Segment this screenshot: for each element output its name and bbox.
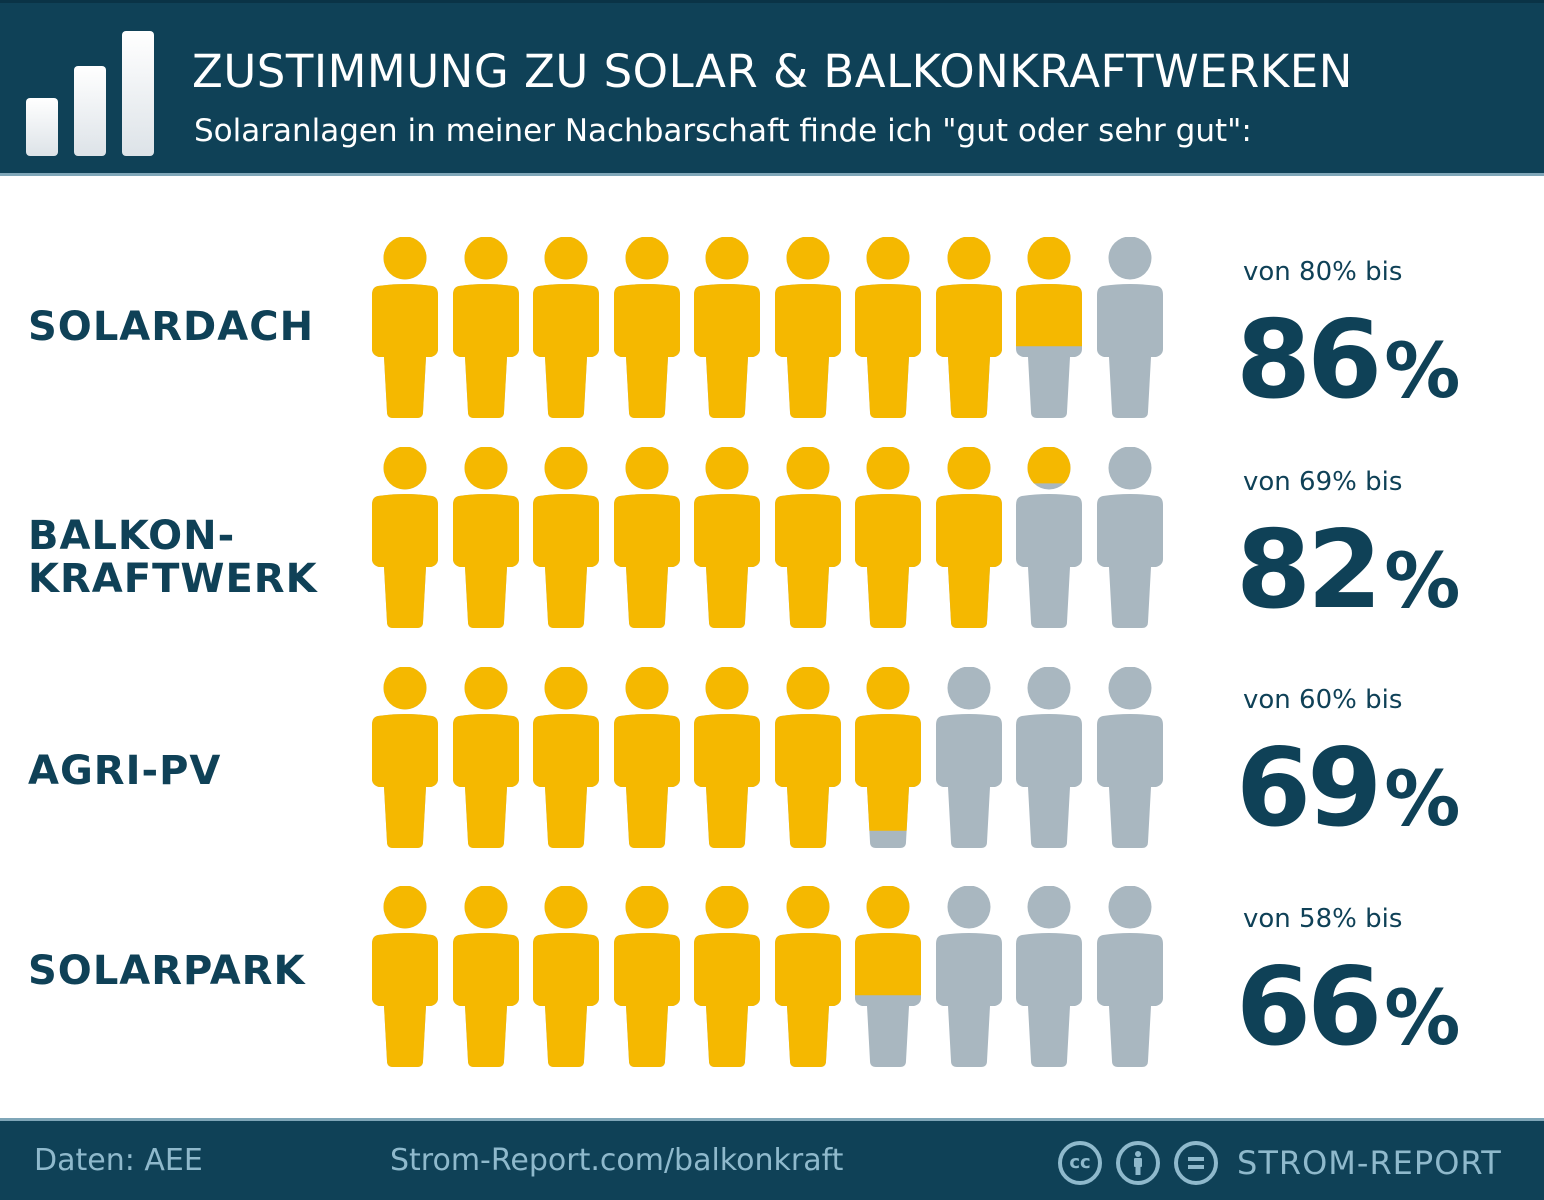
person-icon xyxy=(612,886,682,1068)
person-icon xyxy=(612,447,682,629)
percentage-number: 86 xyxy=(1236,298,1382,423)
nd-icon xyxy=(1174,1141,1218,1185)
percentage-number: 69 xyxy=(1236,726,1382,851)
percentage-number: 66 xyxy=(1236,945,1382,1070)
person-icon xyxy=(370,886,440,1068)
chart-row: SOLARPARK von 58% bis 66% xyxy=(0,886,1544,1086)
person-icon xyxy=(1014,886,1084,1068)
person-icon xyxy=(934,886,1004,1068)
person-icon xyxy=(451,237,521,419)
person-icon xyxy=(1014,667,1084,849)
person-icon xyxy=(1014,237,1084,419)
person-icon xyxy=(531,886,601,1068)
person-icon xyxy=(370,447,440,629)
percentage-value: 82% xyxy=(1236,517,1460,625)
percent-sign: % xyxy=(1384,536,1461,625)
bar-chart-icon xyxy=(26,31,162,156)
person-icon xyxy=(853,667,923,849)
percentage-value: 86% xyxy=(1236,307,1460,415)
percent-sign: % xyxy=(1384,326,1461,415)
header: ZUSTIMMUNG ZU SOLAR & BALKONKRAFTWERKEN … xyxy=(0,0,1544,176)
category-label: AGRI-PV xyxy=(28,748,222,794)
percentage-value: 66% xyxy=(1236,954,1460,1062)
source-url-link[interactable]: Strom-Report.com/balkonkraft xyxy=(390,1143,844,1178)
range-text: von 60% bis xyxy=(1243,685,1403,715)
person-icons xyxy=(370,667,1170,867)
person-icon xyxy=(692,667,762,849)
range-text: von 58% bis xyxy=(1243,904,1403,934)
person-icon xyxy=(773,237,843,419)
category-label: SOLARDACH xyxy=(28,304,315,350)
footer: Daten: AEE Strom-Report.com/balkonkraft … xyxy=(0,1118,1544,1200)
person-icon xyxy=(773,667,843,849)
range-text: von 80% bis xyxy=(1243,257,1403,287)
person-icon xyxy=(531,447,601,629)
person-icon xyxy=(1095,447,1165,629)
person-icon xyxy=(853,447,923,629)
cc-icon: cc xyxy=(1058,1141,1102,1185)
chart-row: SOLARDACH von 80% bis 86% xyxy=(0,237,1544,437)
person-icon xyxy=(612,667,682,849)
person-icon xyxy=(1014,447,1084,629)
person-icon xyxy=(773,886,843,1068)
category-label: SOLARPARK xyxy=(28,948,306,994)
person-icon xyxy=(692,237,762,419)
person-icon xyxy=(692,886,762,1068)
person-icon xyxy=(531,237,601,419)
person-icon xyxy=(1095,667,1165,849)
person-icon xyxy=(853,237,923,419)
person-icon xyxy=(451,886,521,1068)
person-icon xyxy=(531,667,601,849)
source-label: Daten: AEE xyxy=(34,1143,203,1178)
person-icon xyxy=(934,447,1004,629)
person-icon xyxy=(692,447,762,629)
category-label: BALKON- KRAFTWERK xyxy=(28,513,318,602)
brand-logo: STROM-REPORT xyxy=(1237,1144,1502,1182)
person-icon xyxy=(612,237,682,419)
person-icons xyxy=(370,447,1170,647)
person-icons xyxy=(370,237,1170,437)
chart-row: AGRI-PV von 60% bis 69% xyxy=(0,667,1544,867)
person-icon xyxy=(1095,237,1165,419)
chart-title: ZUSTIMMUNG ZU SOLAR & BALKONKRAFTWERKEN xyxy=(192,45,1353,98)
person-icon xyxy=(451,447,521,629)
person-icon xyxy=(934,237,1004,419)
chart-subtitle: Solaranlagen in meiner Nachbarschaft fin… xyxy=(194,113,1252,149)
person-icons xyxy=(370,886,1170,1086)
person-icon xyxy=(451,667,521,849)
person-icon xyxy=(370,237,440,419)
percent-sign: % xyxy=(1384,754,1461,843)
range-text: von 69% bis xyxy=(1243,467,1403,497)
percent-sign: % xyxy=(1384,973,1461,1062)
percentage-number: 82 xyxy=(1236,508,1382,633)
by-icon xyxy=(1116,1141,1160,1185)
percentage-value: 69% xyxy=(1236,735,1460,843)
person-icon xyxy=(370,667,440,849)
person-icon xyxy=(1095,886,1165,1068)
person-icon xyxy=(853,886,923,1068)
chart-row: BALKON- KRAFTWERK von 69% bis 82% xyxy=(0,447,1544,647)
person-icon xyxy=(934,667,1004,849)
person-icon xyxy=(773,447,843,629)
